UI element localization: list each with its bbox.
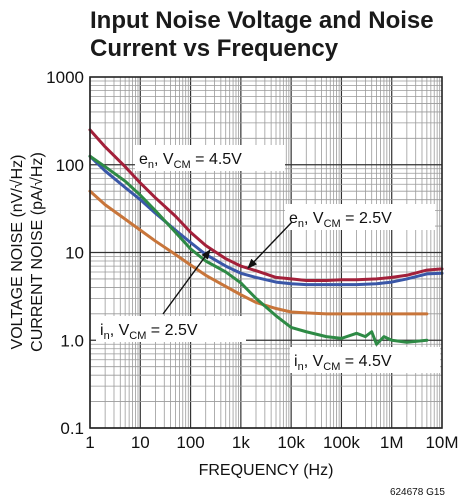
- plot-frame: [89, 76, 443, 429]
- label-in-2p5v-background: [96, 316, 246, 342]
- axis-ticks: 1 10 100 1k 10k 100k 1M 10M 0.1 1.0 10 100 1000: [46, 68, 458, 452]
- label-en-2p5v: en, VCM = 2.5V: [289, 210, 392, 230]
- label-in-4p5v: in, VCM = 4.5V: [294, 353, 392, 373]
- y-tick-label: 100: [56, 156, 84, 175]
- label-en-4p5v-background: [135, 145, 285, 171]
- label-in-2p5v-pointer-arrow: [162, 249, 211, 315]
- label-in-4p5v-background: [290, 347, 440, 373]
- y-tick-label: 1.0: [60, 331, 84, 350]
- x-tick-label: 10M: [425, 433, 458, 452]
- chart-title-line-2: Current vs Frequency: [90, 35, 339, 62]
- label-en-4p5v: en, VCM = 4.5V: [139, 151, 242, 171]
- series-in-2p5v-line: [88, 189, 429, 316]
- plot-grid: [89, 77, 442, 429]
- series-annotations: en, VCM = 4.5V en, VCM = 2.5V in, VCM = 2.…: [96, 145, 440, 373]
- label-en-2p5v-pointer-arrow: [247, 221, 293, 269]
- y-tick-label: 1000: [46, 68, 84, 87]
- y-tick-label: 0.1: [60, 419, 84, 438]
- x-tick-label: 10: [131, 433, 150, 452]
- label-in-2p5v: in, VCM = 2.5V: [100, 322, 198, 342]
- chart-title-line-1: Input Noise Voltage and Noise: [90, 7, 434, 34]
- series-layer: [88, 128, 444, 346]
- x-tick-label: 10k: [277, 433, 305, 452]
- y-tick-label: 10: [65, 244, 84, 263]
- x-tick-label: 100k: [323, 433, 360, 452]
- figure-id: 624678 G15: [390, 487, 445, 498]
- series-en-2p5v-line: [88, 154, 444, 287]
- label-en-2p5v-background: [285, 204, 435, 230]
- series-in-4p5v-line: [88, 154, 429, 346]
- y-axis-label-line-2: CURRENT NOISE (pA/√Hz): [29, 152, 46, 352]
- y-axis-label-line-1: VOLTAGE NOISE (nV/√Hz): [9, 155, 26, 350]
- x-tick-label: 1M: [380, 433, 404, 452]
- x-tick-label: 1k: [232, 433, 250, 452]
- series-en-4p5v-line: [88, 128, 444, 282]
- x-axis-label: FREQUENCY (Hz): [199, 462, 334, 479]
- x-tick-label: 1: [85, 433, 94, 452]
- x-tick-label: 100: [176, 433, 204, 452]
